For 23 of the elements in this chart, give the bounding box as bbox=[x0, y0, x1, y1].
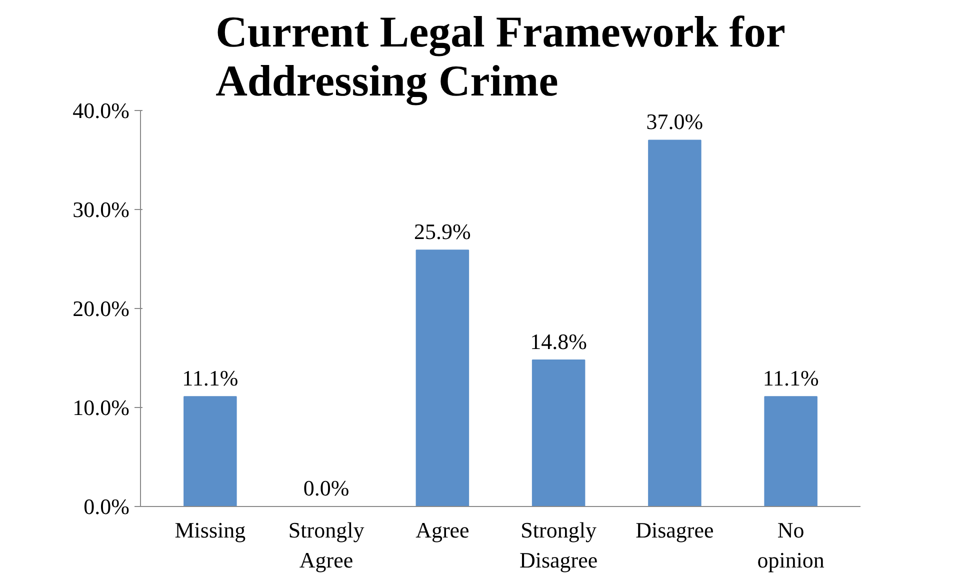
x-tick-label: Strongly Agree bbox=[288, 518, 364, 572]
bar bbox=[648, 140, 702, 506]
y-tick-label: 10.0% bbox=[72, 395, 130, 420]
x-tick-label: Strongly Disagree bbox=[519, 518, 598, 572]
y-tick-label: 30.0% bbox=[72, 197, 130, 222]
x-tick-label: Agree bbox=[416, 518, 470, 542]
data-label: 11.1% bbox=[182, 366, 238, 391]
x-tick-label: Disagree bbox=[636, 518, 714, 542]
y-tick-label: 20.0% bbox=[72, 296, 130, 321]
x-tick-label: No opinion bbox=[757, 518, 824, 572]
y-tick-label: 0.0% bbox=[84, 494, 130, 519]
y-tick-label: 40.0% bbox=[72, 98, 130, 123]
data-label: 25.9% bbox=[414, 219, 471, 244]
chart-title: Current Legal Framework for Addressing Crime bbox=[216, 8, 786, 106]
bar bbox=[416, 250, 470, 506]
data-label: 0.0% bbox=[303, 476, 350, 500]
bar bbox=[764, 396, 818, 506]
data-label: 14.8% bbox=[530, 328, 587, 354]
x-tick-label: Missing bbox=[174, 518, 246, 542]
bar bbox=[184, 396, 237, 506]
data-label: 11.1% bbox=[762, 366, 819, 391]
bar bbox=[532, 359, 586, 506]
data-label: 37.0% bbox=[646, 109, 704, 134]
